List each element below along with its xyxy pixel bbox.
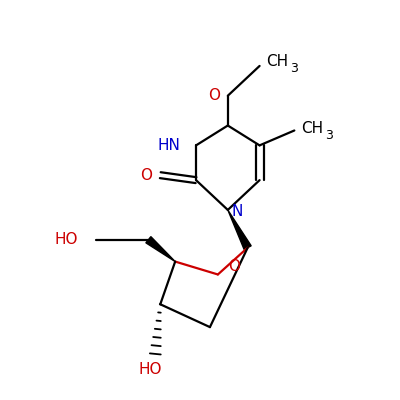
Polygon shape [228, 210, 251, 250]
Polygon shape [146, 237, 175, 262]
Text: O: O [140, 168, 152, 183]
Text: O: O [208, 88, 220, 103]
Text: CH: CH [266, 54, 288, 70]
Text: HO: HO [138, 362, 162, 377]
Text: CH: CH [301, 121, 323, 136]
Text: O: O [228, 259, 240, 274]
Text: 3: 3 [290, 62, 298, 76]
Text: N: N [232, 204, 243, 220]
Text: 3: 3 [325, 129, 333, 142]
Text: HO: HO [54, 232, 78, 247]
Text: HN: HN [157, 138, 180, 153]
